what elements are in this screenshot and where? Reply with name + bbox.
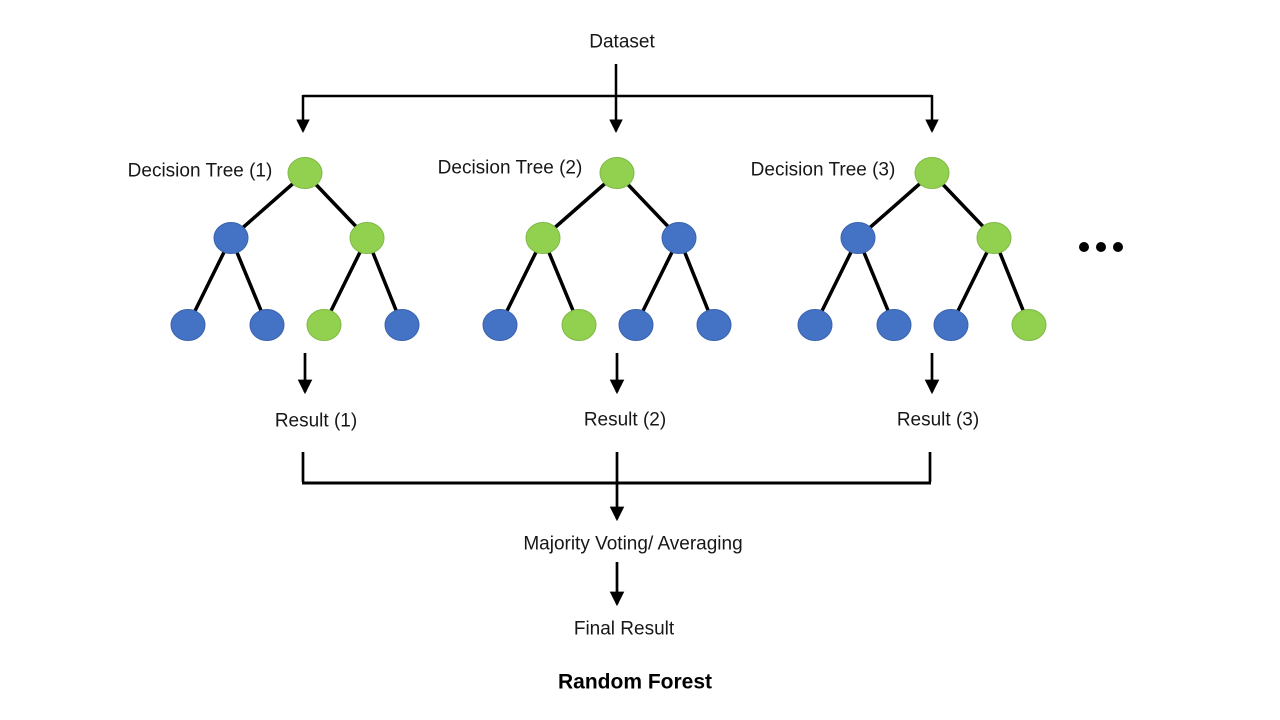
diagram-title: Random Forest: [557, 670, 713, 694]
tree-3-node-level2-1-green: [976, 222, 1012, 254]
tree-3-node-leaf-0-blue: [797, 309, 833, 341]
more-trees-ellipsis-icon: [1079, 242, 1123, 252]
result-3-label: Result (3): [896, 409, 980, 431]
tree-2-node-leaf-3-blue: [696, 309, 732, 341]
decision-tree-3-graph: [797, 157, 1047, 341]
tree-1-node-leaf-2-green: [306, 309, 342, 341]
aggregation-label: Majority Voting/ Averaging: [523, 533, 743, 555]
tree-1-node-root-green: [287, 157, 323, 189]
decision-tree-2-graph: [482, 157, 732, 341]
tree-3-node-leaf-1-blue: [876, 309, 912, 341]
tree-1-node-leaf-0-blue: [170, 309, 206, 341]
ellipsis-dot: [1096, 242, 1106, 252]
tree-1-node-level2-0-blue: [213, 222, 249, 254]
decision-tree-2-label: Decision Tree (2): [437, 157, 583, 179]
final-result-label: Final Result: [573, 618, 675, 640]
decision-tree-3-label: Decision Tree (3): [750, 159, 896, 181]
tree-3-node-level2-0-blue: [840, 222, 876, 254]
decision-tree-1-graph: [170, 157, 420, 341]
tree-2-node-level2-1-blue: [661, 222, 697, 254]
ellipsis-dot: [1113, 242, 1123, 252]
result-2-label: Result (2): [583, 409, 667, 431]
tree-3-node-leaf-2-blue: [933, 309, 969, 341]
result-1-label: Result (1): [274, 410, 358, 432]
decision-tree-1-label: Decision Tree (1): [127, 160, 273, 182]
tree-2-node-level2-0-green: [525, 222, 561, 254]
tree-2-node-leaf-1-green: [561, 309, 597, 341]
tree-3-node-root-green: [914, 157, 950, 189]
tree-2-node-leaf-2-blue: [618, 309, 654, 341]
tree-2-node-leaf-0-blue: [482, 309, 518, 341]
tree-2-node-root-green: [599, 157, 635, 189]
dataset-label: Dataset: [589, 31, 655, 53]
tree-1-node-leaf-3-blue: [384, 309, 420, 341]
tree-1-node-leaf-1-blue: [249, 309, 285, 341]
tree-1-node-level2-1-green: [349, 222, 385, 254]
ellipsis-dot: [1079, 242, 1089, 252]
tree-3-node-leaf-3-green: [1011, 309, 1047, 341]
